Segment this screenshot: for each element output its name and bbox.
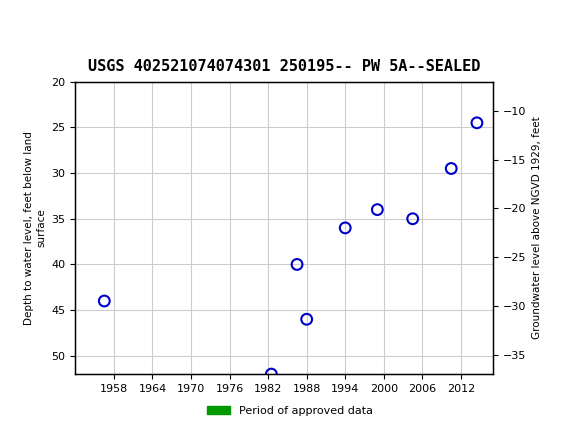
Legend: Period of approved data: Period of approved data <box>203 401 377 420</box>
Text: █USGS: █USGS <box>12 15 70 37</box>
Point <box>302 316 311 322</box>
Point <box>408 215 418 222</box>
Point <box>292 261 302 268</box>
Point <box>373 206 382 213</box>
Point <box>267 371 276 378</box>
Point <box>276 384 285 391</box>
Point <box>472 120 481 126</box>
Point <box>100 298 109 304</box>
Y-axis label: Groundwater level above NGVD 1929, feet: Groundwater level above NGVD 1929, feet <box>532 117 542 339</box>
Point <box>447 165 456 172</box>
Title: USGS 402521074074301 250195-- PW 5A--SEALED: USGS 402521074074301 250195-- PW 5A--SEA… <box>88 58 480 74</box>
Y-axis label: Depth to water level, feet below land
surface: Depth to water level, feet below land su… <box>24 131 46 325</box>
Point <box>340 224 350 231</box>
